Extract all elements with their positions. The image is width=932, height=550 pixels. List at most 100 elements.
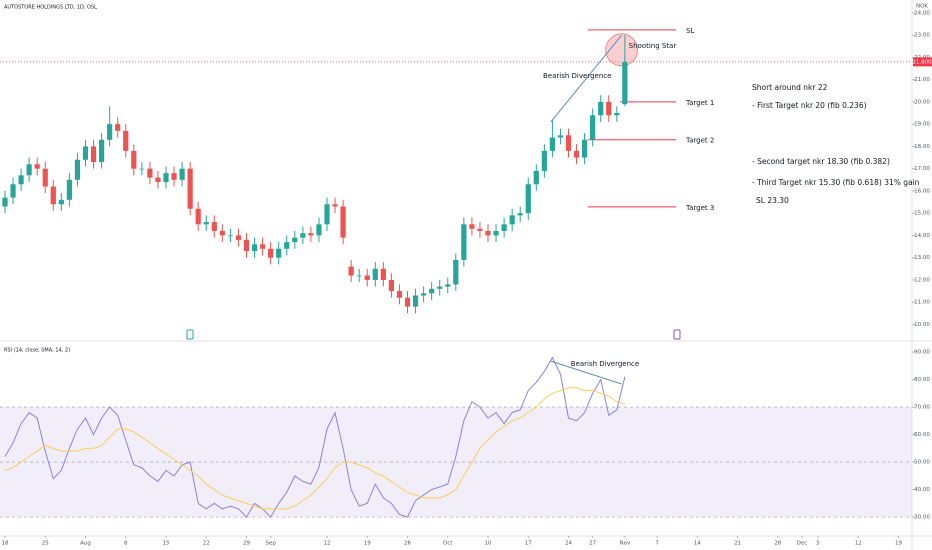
x-tick-label: 12 [855,541,862,547]
y-tick-label: 50.00 [914,460,930,466]
x-tick-label: 18 [1,541,8,547]
candle-body [517,213,523,216]
candle-body [453,259,459,285]
candle-body [573,150,580,158]
candle-body [10,184,16,198]
candle-body [284,242,290,249]
event-icon[interactable] [186,329,194,340]
last-price-box [913,57,932,67]
y-tick-label: 13.00 [914,255,930,261]
candle-body [412,295,419,307]
candle-body [461,224,467,260]
y-tick-label: 60.00 [914,432,930,438]
x-tick-label: 24 [565,541,572,547]
candle-body [348,266,354,276]
divergence-line [550,360,622,385]
x-tick-label: Aug [80,541,91,547]
candle-body [171,173,177,180]
candle-body [437,286,443,289]
candle-body [163,173,169,183]
candle-body [340,206,346,238]
candle-body [74,159,81,180]
note: - Second target nkr 18.30 (fib 0.382) [752,157,890,166]
candle-body [34,164,40,169]
divergence-label: Bearish Divergence [543,72,611,80]
y-tick-label: 16.00 [914,188,930,194]
candle-body [195,208,201,225]
note: SL 23.30 [756,196,789,205]
x-tick-label: 28 [774,541,781,547]
x-tick-label: 22 [203,541,210,547]
divergence-label: Bearish Divergence [571,360,639,368]
highlight-label: Shooting Star [629,42,677,50]
y-tick-label: 14.00 [914,233,930,239]
candle-body [292,237,298,243]
candle-body [90,146,97,162]
candle-body [582,139,588,158]
y-tick-label: 11.00 [914,300,930,306]
candle-body [557,135,564,138]
y-tick-label: 15.00 [914,211,930,217]
candle-body [26,164,32,176]
candle-body [18,175,24,185]
x-tick-label: Sep [265,541,276,547]
candle-body [139,168,145,170]
y-tick-label: 40.00 [914,487,930,493]
candle-body [300,233,306,238]
x-tick-label: Oct [443,541,453,547]
axis-unit: NOK [916,4,928,10]
x-tick-label: Dec [797,541,808,547]
candle-body [58,199,64,205]
highlight [605,33,638,67]
x-tick-label: 17 [525,541,532,547]
note: Short around nkr 22 [752,83,828,92]
candle-body [404,297,411,307]
candle-body [219,230,225,236]
candle-body [541,150,547,171]
candle-body [606,101,612,116]
candle-body [316,224,322,236]
y-tick-label: 20.00 [914,99,930,105]
candle-body [66,179,72,200]
x-tick-label: 8 [124,541,128,547]
x-tick-label: 5 [816,541,820,547]
x-tick-label: 27 [589,541,596,547]
candle-body [211,222,217,231]
x-tick-label: 12 [323,541,330,547]
x-tick-label: 25 [42,541,49,547]
x-tick-label: 10 [484,541,491,547]
candle-body [147,168,153,178]
rsi-title: RSI (14, close, SMA, 14, 2) [4,348,70,354]
candle-body [268,248,274,258]
candle-body [324,204,330,225]
candle-body [243,239,250,251]
y-tick-label: 80.00 [914,377,930,383]
candle-body [259,244,266,249]
candle-body [227,235,233,237]
note: - First Target nkr 20 (fib 0.236) [752,101,867,110]
y-tick-label: 19.00 [914,122,930,128]
candle-body [50,186,56,205]
candle-body [187,168,193,209]
candle-body [396,291,403,298]
candle-body [251,244,258,251]
x-tick-label: 7 [655,541,659,547]
candle-body [469,224,475,229]
y-tick-label: 90.00 [914,350,930,356]
event-icon[interactable] [673,329,681,340]
rsi-sma-line [4,387,626,510]
candle-body [590,115,596,140]
candle-body [235,235,242,240]
y-tick-label: 17.00 [914,166,930,172]
candle-body [445,284,451,287]
y-tick-label: 24.00 [914,10,930,16]
candle-body [332,204,338,207]
candle-body [380,268,386,280]
note: - Third Target nkr 15.30 (fib 0.618) 31%… [752,178,920,187]
candle-body [477,228,483,231]
candle-body [42,168,48,187]
candle-body [276,248,282,258]
candle-body [420,293,427,296]
